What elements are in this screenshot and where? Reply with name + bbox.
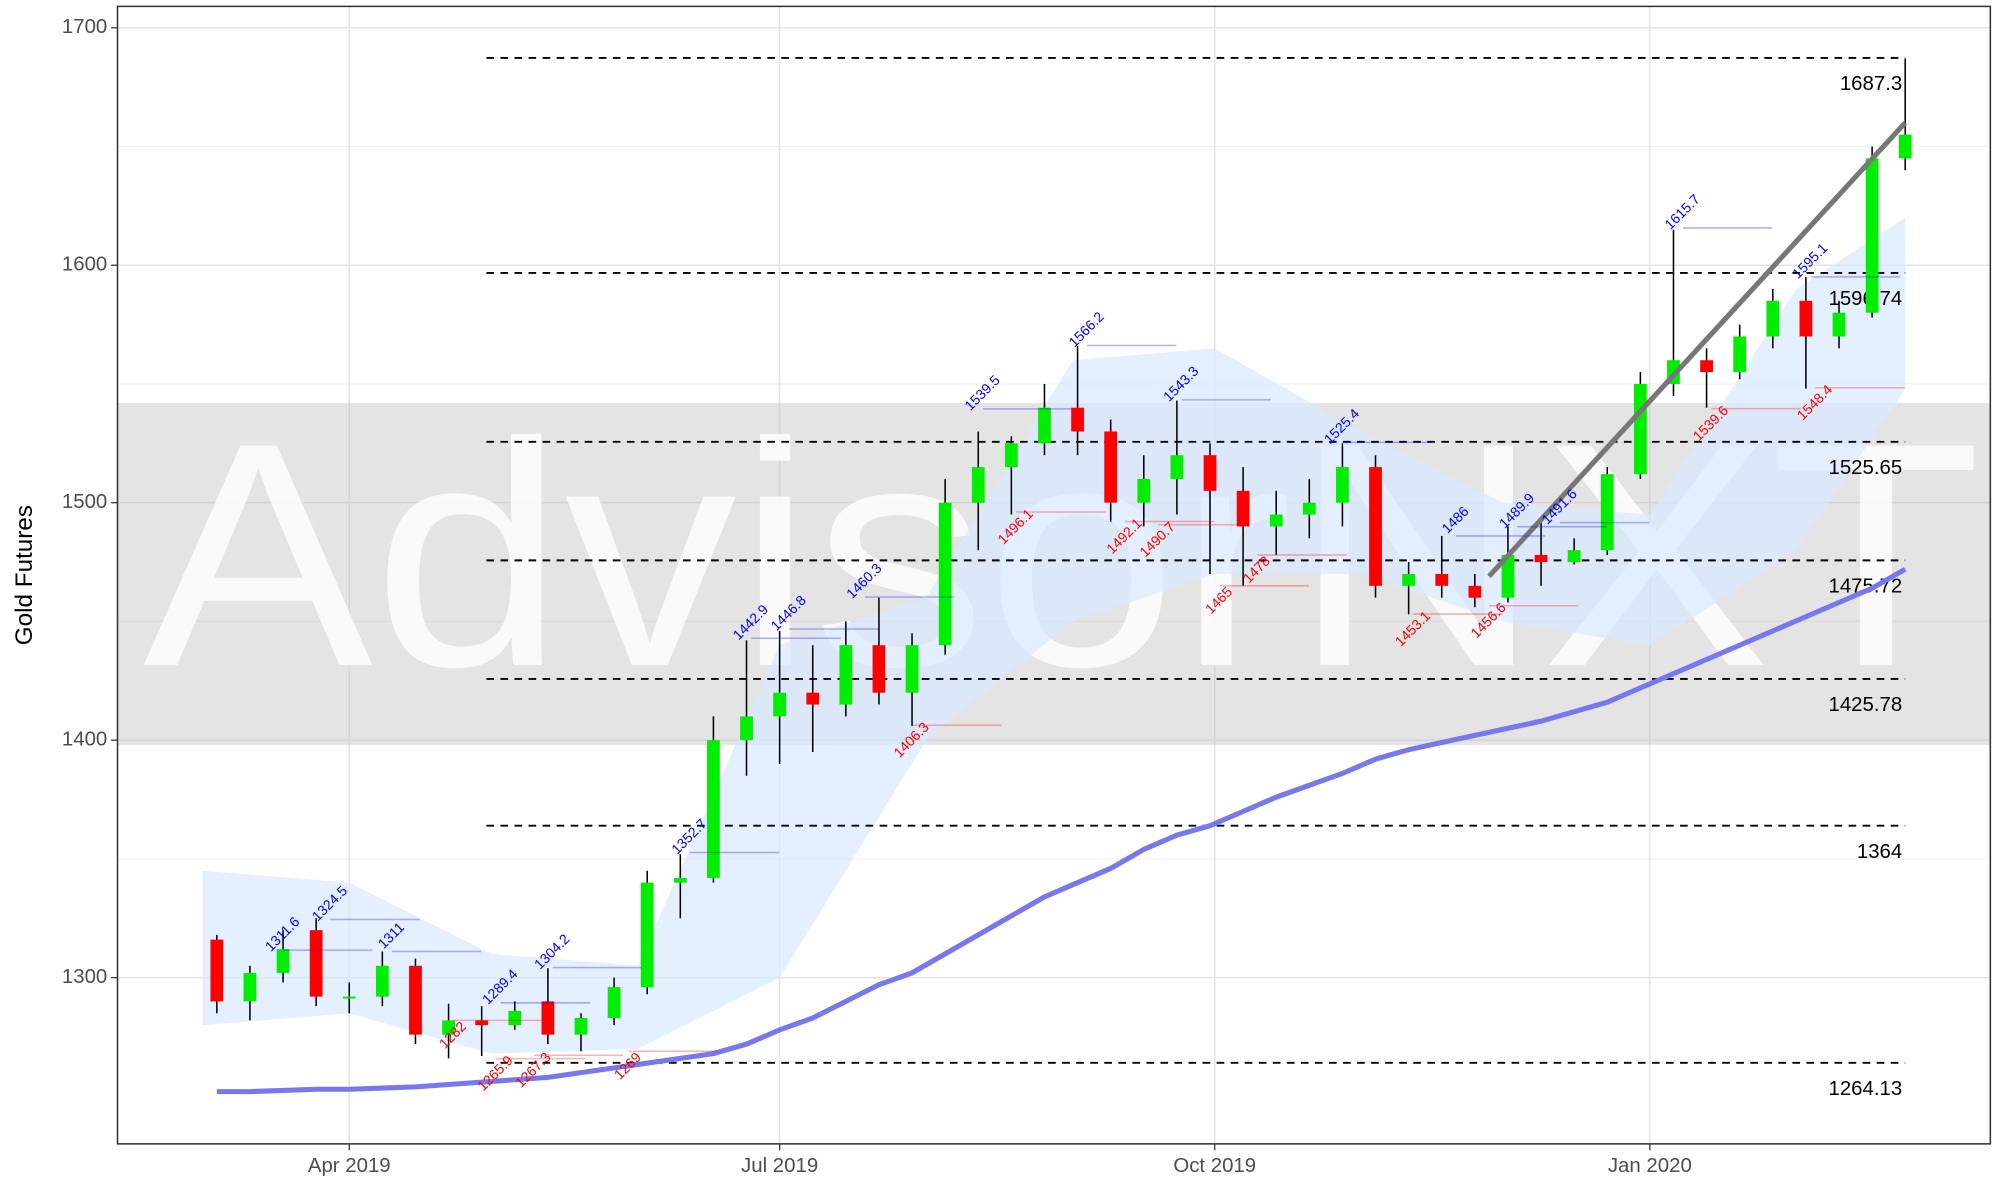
level-label: 1264.13	[1828, 1078, 1902, 1100]
candle-body	[938, 502, 952, 646]
candle-body	[1269, 514, 1283, 527]
candle-body	[1336, 467, 1349, 503]
candle-body	[475, 1020, 489, 1026]
x-tick-label: Oct 2019	[1173, 1155, 1256, 1177]
level-label: 1687.3	[1840, 73, 1902, 95]
candle-body	[707, 740, 720, 878]
candle-body	[1501, 554, 1515, 598]
candle-body	[1369, 467, 1382, 586]
level-label: 1596.74	[1828, 288, 1902, 310]
candle-body	[276, 949, 290, 973]
candle-body	[309, 930, 323, 997]
candle-body	[574, 1018, 588, 1035]
candle-body	[1832, 312, 1846, 337]
candle-body	[607, 987, 621, 1019]
candle-body	[1236, 490, 1250, 527]
candle-body	[1435, 573, 1449, 586]
candle-body	[1700, 360, 1713, 373]
candle-body	[806, 692, 820, 705]
candle-body	[375, 965, 389, 997]
candle-body	[872, 645, 886, 693]
x-tick-label: Jan 2020	[1608, 1155, 1692, 1177]
y-tick-label: 1300	[62, 966, 107, 988]
candle-body	[1534, 554, 1548, 563]
level-label: 1425.78	[1828, 694, 1902, 716]
candle-body	[905, 645, 919, 693]
candle-body	[1170, 455, 1184, 479]
candle-body	[1600, 474, 1614, 551]
candle-body	[541, 1001, 555, 1035]
y-axis-title: Gold Futures	[11, 505, 38, 645]
candle-body	[1004, 443, 1018, 468]
trendline	[1487, 121, 1908, 579]
candle-body	[971, 467, 985, 503]
candle-body	[1733, 336, 1747, 373]
candle-body	[409, 965, 422, 1035]
candle-body	[210, 939, 224, 1002]
candle-body	[1567, 550, 1581, 563]
candle-body	[508, 1010, 522, 1026]
cloud-area	[202, 217, 1906, 1054]
candle-body	[1633, 383, 1647, 475]
candle-body	[1898, 134, 1912, 159]
candle-body	[1766, 300, 1780, 337]
candle-body	[1071, 407, 1084, 432]
candle-body	[1468, 585, 1482, 598]
candle-body	[243, 972, 257, 1002]
x-tick-label: Apr 2019	[308, 1155, 391, 1177]
candle-body	[673, 877, 687, 883]
candle-body	[342, 996, 356, 999]
candle-body	[1203, 455, 1217, 491]
candle-body	[640, 882, 654, 988]
candle-body	[1799, 300, 1813, 337]
candle-body	[773, 692, 787, 717]
y-tick-label: 1400	[62, 729, 107, 751]
candle-body	[1865, 158, 1879, 313]
candle-body	[1402, 573, 1416, 586]
plot-frame	[116, 5, 1992, 1145]
x-tick-label: Jul 2019	[741, 1155, 818, 1177]
y-tick-label: 1700	[62, 16, 107, 38]
moving-average	[216, 566, 1907, 1095]
level-label: 1364	[1857, 841, 1902, 863]
level-label: 1525.65	[1828, 457, 1902, 479]
candle-body	[1104, 431, 1118, 503]
candle-body	[442, 1020, 455, 1035]
candle-body	[1137, 478, 1151, 503]
candle-body	[1302, 502, 1316, 515]
candle-body	[839, 645, 853, 705]
candle-body	[1038, 407, 1051, 444]
y-tick-label: 1600	[62, 254, 107, 276]
y-tick-label: 1500	[62, 491, 107, 513]
candle-body	[740, 716, 753, 741]
